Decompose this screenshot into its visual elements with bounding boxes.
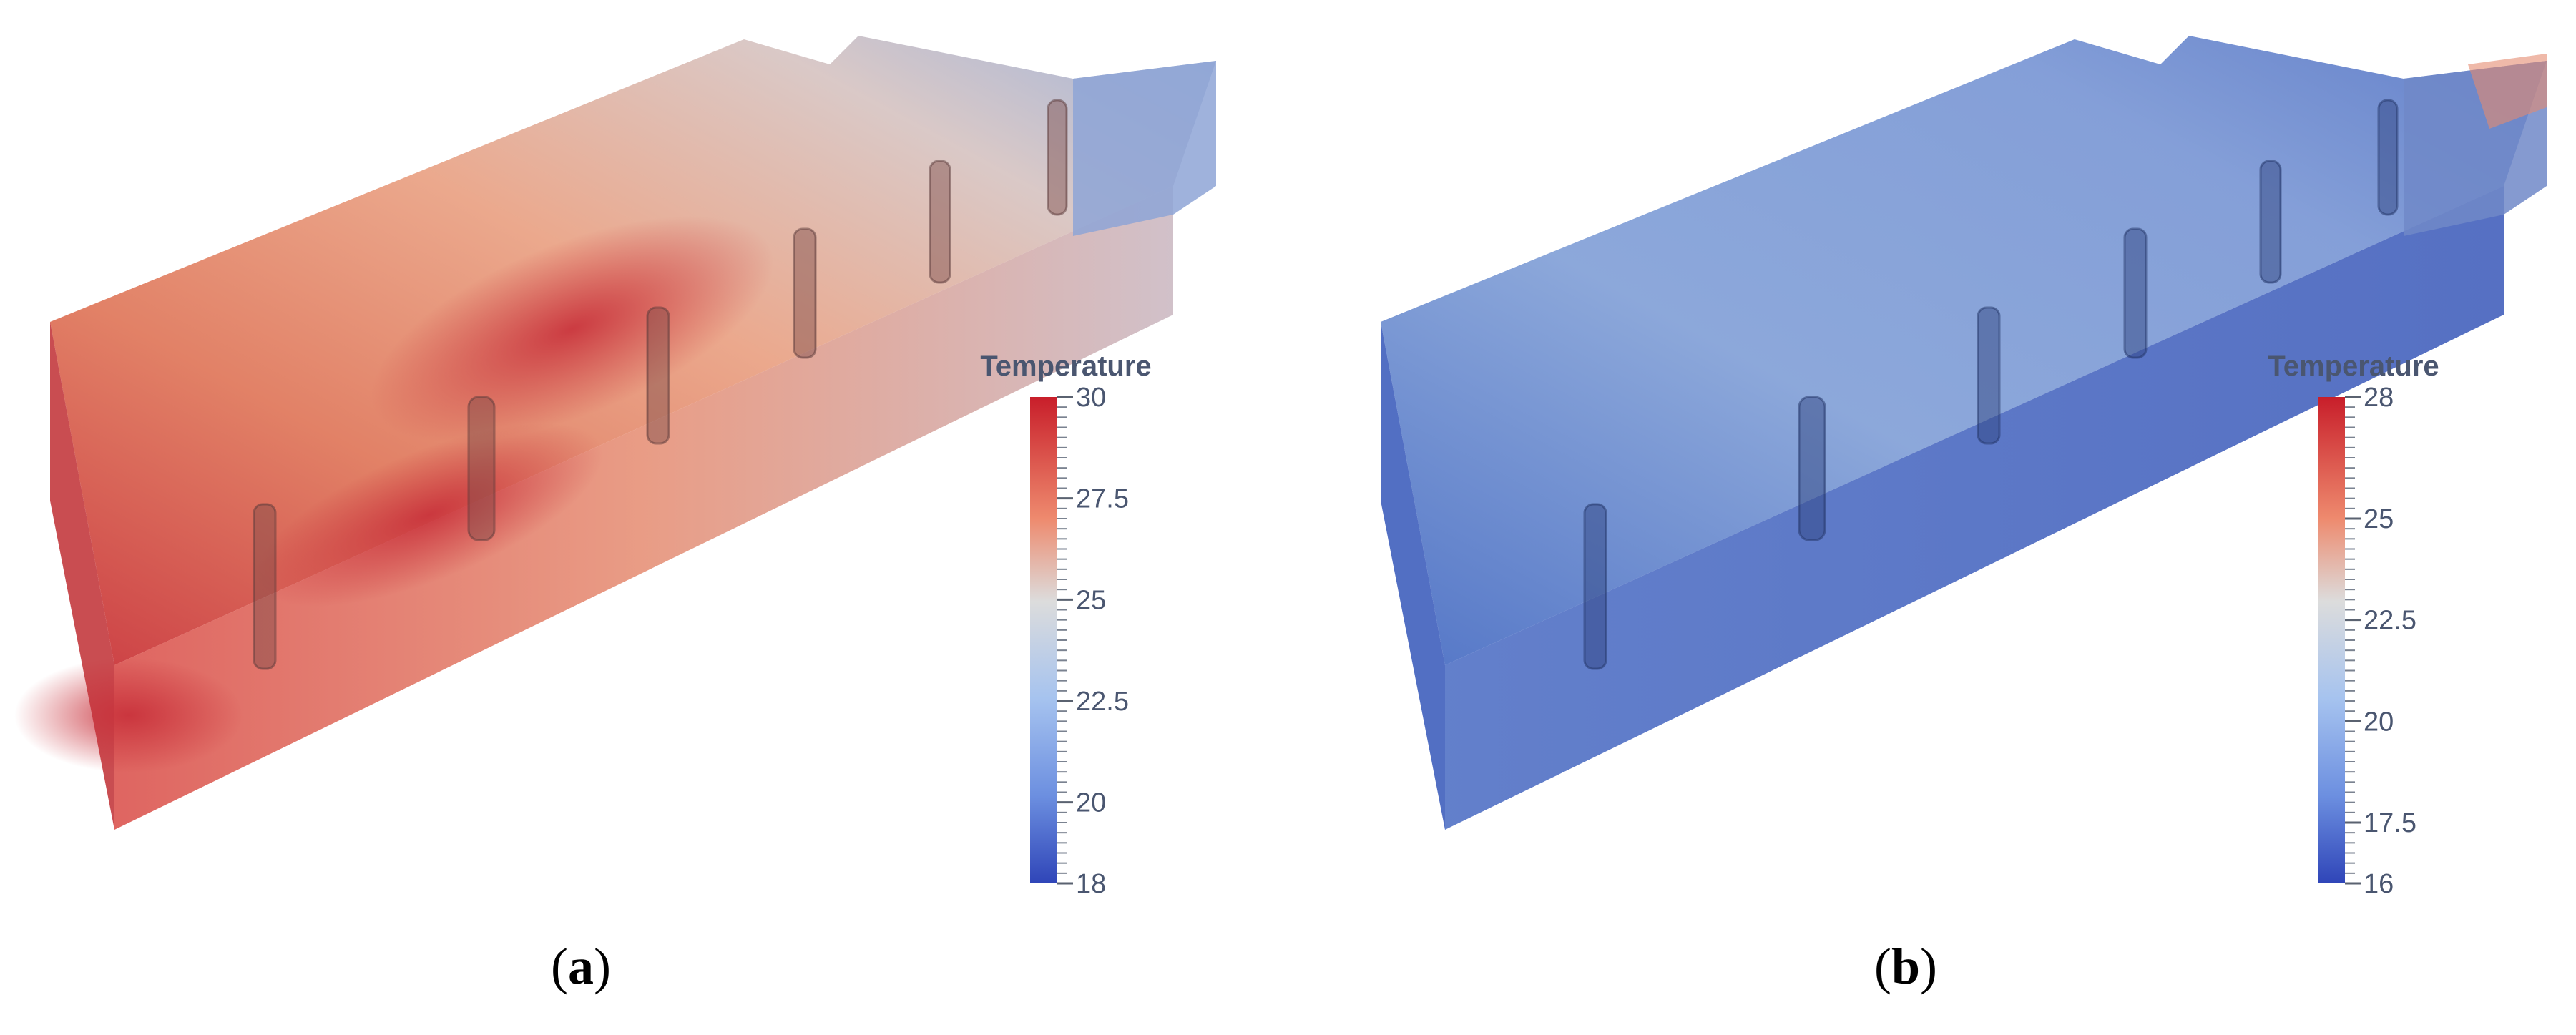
colorbar-tick-label: 27.5	[1076, 484, 1129, 514]
column-b6	[2377, 99, 2399, 216]
colorbar-a: Temperature 30 27.5 25 22.5 20 18	[980, 350, 1151, 899]
hot-region-a2	[255, 423, 604, 607]
box-side-face-b	[1381, 322, 1445, 830]
colorbar-tick-label: 20	[1076, 788, 1106, 818]
columns-b	[1583, 99, 2399, 670]
inlet-block-a	[1073, 61, 1216, 236]
colorbar-tick-label: 16	[2364, 869, 2394, 899]
inlet-warm-spot-b	[2468, 54, 2547, 129]
panel-a: Temperature 30 27.5 25 22.5 20 18 (a)	[14, 36, 1216, 995]
colorbar-b: Temperature 28 25 22.5 20 17.5 16	[2268, 350, 2439, 899]
panel-b: Temperature 28 25 22.5 20 17.5 16 (b)	[1288, 0, 2576, 1035]
render-view-a: Temperature 30 27.5 25 22.5 20 18	[14, 36, 1216, 899]
column-a1	[253, 503, 277, 670]
colorbar-tick-label: 17.5	[2364, 808, 2416, 838]
caption-a: (a)	[551, 938, 611, 995]
colorbar-tick-label: 22.5	[2364, 606, 2416, 636]
colorbar-a-ticks: 30 27.5 25 22.5 20 18	[1057, 383, 1129, 899]
colorbar-a-title: Temperature	[980, 350, 1151, 382]
caption-b: (b)	[1874, 938, 1938, 995]
column-b4	[2123, 227, 2148, 359]
column-a6	[1047, 99, 1068, 216]
box-lower-face-b	[1445, 186, 2504, 830]
column-b3	[1977, 306, 2001, 445]
column-b5	[2259, 160, 2282, 284]
colorbar-b-title: Temperature	[2268, 350, 2439, 382]
colorbar-b-gradient	[2318, 397, 2345, 883]
box-top-face-b	[1381, 36, 2547, 665]
colorbar-tick-label: 25	[2364, 504, 2394, 534]
column-a4	[793, 227, 817, 359]
colorbar-b-ticks: 28 25 22.5 20 17.5 16	[2345, 383, 2416, 899]
colorbar-tick-label: 30	[1076, 383, 1106, 413]
column-b1	[1583, 503, 1607, 670]
colorbar-tick-label: 28	[2364, 383, 2394, 413]
columns-a	[253, 99, 1068, 670]
hot-region-a1	[371, 215, 774, 443]
column-a5	[929, 160, 951, 284]
render-view-b: Temperature 28 25 22.5 20 17.5 16	[1381, 36, 2547, 899]
colorbar-a-gradient	[1030, 397, 1057, 883]
colorbar-tick-label: 22.5	[1076, 687, 1129, 717]
column-a3	[646, 306, 670, 445]
column-a2	[467, 396, 496, 541]
column-b2	[1798, 396, 1826, 541]
colorbar-tick-label: 18	[1076, 869, 1106, 899]
colorbar-tick-label: 20	[2364, 707, 2394, 737]
colorbar-tick-label: 25	[1076, 585, 1106, 615]
hot-region-a3	[14, 658, 243, 772]
box-lower-face-a	[114, 186, 1173, 830]
